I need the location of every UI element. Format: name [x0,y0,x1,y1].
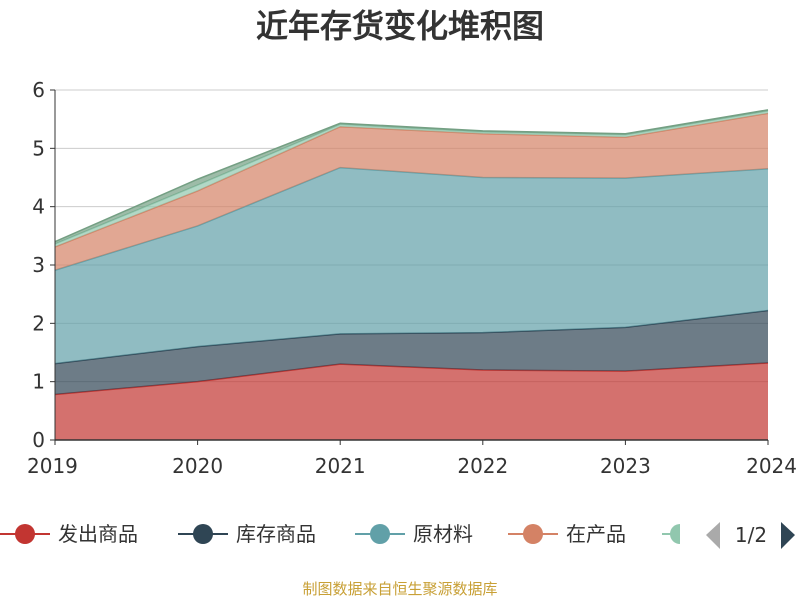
legend-marker [15,524,35,544]
legend-item-1[interactable]: 发出商品 [0,522,138,546]
area-series-1 [55,363,768,440]
legend-prev-icon[interactable] [706,522,720,549]
y-tick-label: 6 [32,78,45,102]
area-series-2 [55,310,768,395]
area-series-3 [55,167,768,364]
x-tick-label: 2022 [457,454,508,478]
series-line-1 [54,362,769,396]
axes: 0 1 2 3 4 5 6 2019 2020 2021 2022 2023 2024 [27,78,797,478]
area-series-4 [55,113,768,271]
x-tick-label: 2023 [600,454,651,478]
legend: 发出商品 库存商品 原材料 在产品 [0,522,680,546]
legend-label: 在产品 [566,522,626,546]
legend-marker [670,524,680,544]
y-tick-label: 2 [32,311,45,335]
y-tick-label: 1 [32,370,45,394]
x-tick-label: 2021 [315,454,366,478]
source-note: 制图数据来自恒生聚源数据库 [302,580,497,598]
legend-next-icon[interactable] [781,522,795,549]
y-tick-label: 5 [32,136,45,160]
series-line-6 [54,109,769,243]
legend-item-4[interactable]: 在产品 [508,522,626,546]
x-tick-label: 2019 [27,454,78,478]
legend-item-2[interactable]: 库存商品 [178,522,316,546]
y-tick-label: 3 [32,253,45,277]
legend-item-5[interactable] [662,524,680,544]
x-tick-label: 2024 [746,454,797,478]
legend-pager: 1/2 [706,522,795,549]
legend-label: 库存商品 [236,522,316,546]
stacked-areas [54,109,769,440]
chart-title: 近年存货变化堆积图 [256,7,544,45]
y-tick-label: 4 [32,195,45,219]
legend-marker [370,524,390,544]
legend-marker [523,524,543,544]
legend-page-indicator: 1/2 [735,523,767,547]
legend-label: 原材料 [413,522,473,546]
x-tick-label: 2020 [172,454,223,478]
area-series-5 [55,111,768,247]
legend-label: 发出商品 [58,522,138,546]
legend-item-3[interactable]: 原材料 [355,522,473,546]
y-tick-label: 0 [32,428,45,452]
legend-marker [193,524,213,544]
